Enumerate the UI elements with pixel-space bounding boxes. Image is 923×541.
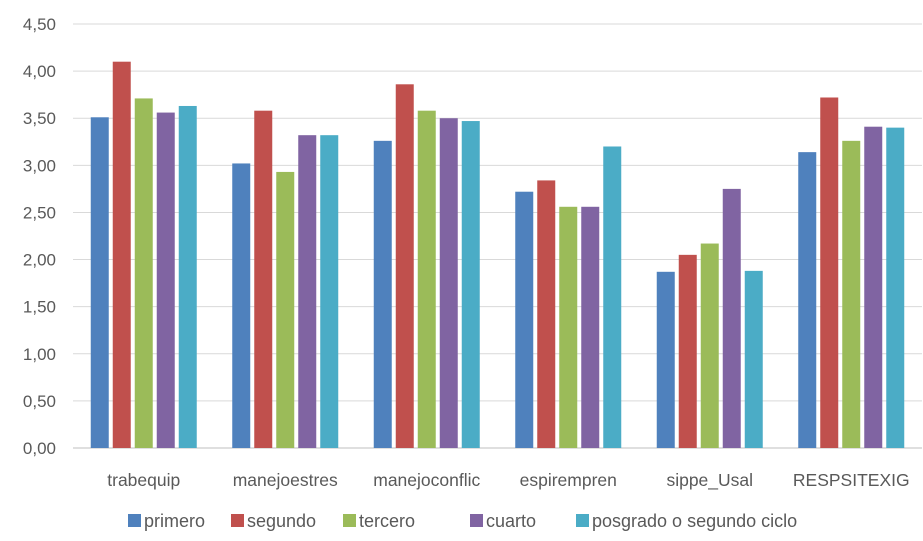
bar-posgrado-o-segundo-ciclo-sippe_Usal bbox=[744, 270, 763, 448]
y-tick-label: 1,00 bbox=[23, 345, 56, 364]
bar-posgrado-o-segundo-ciclo-RESPSITEXIG bbox=[886, 127, 905, 449]
bar-primero-trabequip bbox=[90, 117, 109, 448]
bar-cuarto-trabequip bbox=[156, 112, 175, 449]
bar-segundo-sippe_Usal bbox=[678, 254, 697, 448]
y-tick-label: 3,50 bbox=[23, 109, 56, 128]
bar-segundo-espirempren bbox=[537, 180, 556, 449]
bar-posgrado-o-segundo-ciclo-manejoestres bbox=[320, 135, 339, 448]
legend-swatch bbox=[128, 514, 141, 527]
bar-tercero-espirempren bbox=[559, 206, 578, 448]
legend-swatch bbox=[231, 514, 244, 527]
bar-tercero-sippe_Usal bbox=[700, 243, 719, 448]
x-tick-label: sippe_Usal bbox=[666, 470, 753, 491]
bar-tercero-trabequip bbox=[134, 98, 153, 449]
bar-tercero-RESPSITEXIG bbox=[842, 140, 861, 448]
legend-label: tercero bbox=[359, 511, 415, 531]
legend-label: segundo bbox=[247, 511, 316, 531]
bar-posgrado-o-segundo-ciclo-trabequip bbox=[178, 105, 197, 449]
x-tick-label: manejoconflic bbox=[373, 470, 480, 490]
bar-primero-espirempren bbox=[515, 191, 534, 448]
x-axis-ticks: trabequip manejoestres manejoconflic espire… bbox=[107, 470, 909, 491]
legend-label: cuarto bbox=[486, 511, 536, 531]
bar-segundo-manejoconflic bbox=[395, 84, 414, 449]
bar-tercero-manejoconflic bbox=[417, 110, 436, 448]
bar-primero-manejoestres bbox=[232, 163, 251, 448]
legend-swatch bbox=[343, 514, 356, 527]
y-tick-label: 2,50 bbox=[23, 203, 56, 222]
y-axis-ticks: 0,00 0,50 1,00 1,50 2,00 2,50 3,00 3,50 4,00 4,50 bbox=[23, 15, 56, 458]
x-tick-label: trabequip bbox=[107, 470, 180, 490]
bar-posgrado-o-segundo-ciclo-espirempren bbox=[603, 146, 622, 448]
x-tick-label: manejoestres bbox=[233, 470, 338, 490]
bar-segundo-trabequip bbox=[112, 61, 131, 448]
y-tick-label: 2,00 bbox=[23, 251, 56, 270]
y-tick-label: 0,50 bbox=[23, 392, 56, 411]
x-tick-label: RESPSITEXIG bbox=[793, 470, 910, 490]
legend-swatch bbox=[470, 514, 483, 527]
bar-posgrado-o-segundo-ciclo-manejoconflic bbox=[461, 121, 480, 448]
bar-primero-manejoconflic bbox=[373, 140, 392, 448]
y-tick-label: 0,00 bbox=[23, 439, 56, 458]
y-tick-label: 4,50 bbox=[23, 15, 56, 34]
bars bbox=[90, 61, 905, 449]
bar-cuarto-manejoconflic bbox=[439, 118, 458, 448]
x-tick-label: espirempren bbox=[520, 470, 617, 490]
bar-cuarto-espirempren bbox=[581, 206, 600, 448]
bar-cuarto-sippe_Usal bbox=[722, 188, 741, 448]
y-tick-label: 1,50 bbox=[23, 298, 56, 317]
bar-segundo-RESPSITEXIG bbox=[820, 97, 839, 448]
grid-lines bbox=[73, 23, 922, 449]
legend-label: posgrado o segundo ciclo bbox=[592, 511, 797, 531]
bar-segundo-manejoestres bbox=[254, 110, 273, 448]
bar-primero-RESPSITEXIG bbox=[798, 152, 817, 449]
y-tick-label: 3,00 bbox=[23, 156, 56, 175]
bar-tercero-manejoestres bbox=[276, 171, 295, 448]
y-tick-label: 4,00 bbox=[23, 62, 56, 81]
bar-cuarto-manejoestres bbox=[298, 135, 317, 448]
legend-swatch bbox=[576, 514, 589, 527]
legend-label: primero bbox=[144, 511, 205, 531]
bar-primero-sippe_Usal bbox=[656, 271, 675, 448]
legend: primero segundo tercero cuarto posgrado o se… bbox=[128, 511, 797, 531]
bar-cuarto-RESPSITEXIG bbox=[864, 126, 883, 449]
